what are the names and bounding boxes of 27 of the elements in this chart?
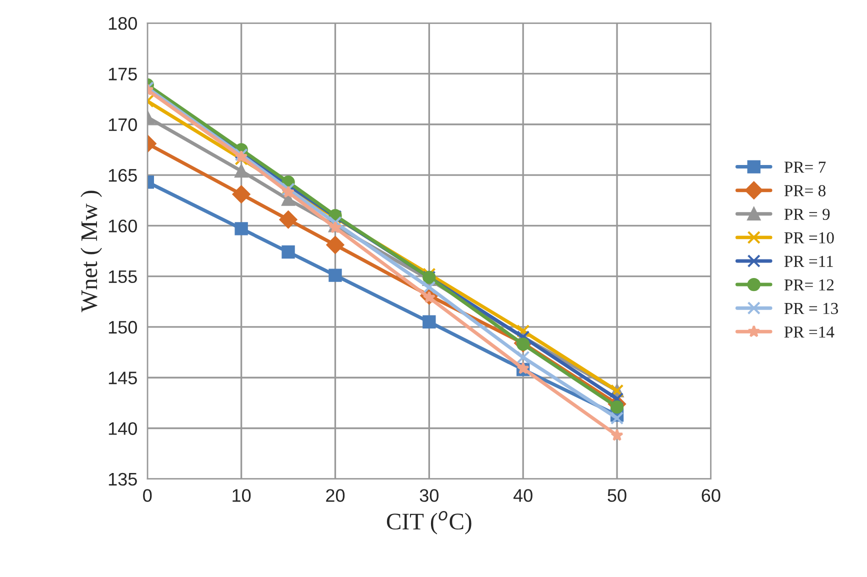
legend-label: PR= 8 bbox=[784, 185, 826, 196]
y-tick-label: 140 bbox=[108, 422, 137, 435]
y-tick-label: 170 bbox=[108, 118, 137, 132]
x-tick-label: 40 bbox=[513, 489, 532, 502]
x-tick-label: 50 bbox=[608, 489, 626, 502]
y-axis-title: Wnet ( Mw ) bbox=[80, 190, 102, 312]
legend-label: PR =14 bbox=[784, 326, 834, 338]
legend-label: PR =11 bbox=[784, 256, 833, 267]
x-axis-title: CIT ($^{o}$C) bbox=[386, 511, 472, 534]
x-tick-label: 10 bbox=[232, 489, 251, 502]
y-tick-label: 155 bbox=[108, 270, 137, 284]
y-tick-label: 160 bbox=[108, 220, 137, 232]
x-tick-label: 20 bbox=[326, 489, 345, 502]
legend-label: PR= 7 bbox=[784, 162, 826, 173]
y-tick-label: 165 bbox=[108, 168, 137, 182]
x-tick-label: 60 bbox=[702, 489, 720, 502]
legend-label: PR= 12 bbox=[784, 279, 834, 290]
x-tick-label: 30 bbox=[420, 489, 438, 502]
y-tick-label: 175 bbox=[108, 68, 137, 80]
legend-label: PR = 13 bbox=[784, 302, 838, 314]
y-tick-label: 145 bbox=[108, 372, 137, 384]
y-tick-label: 150 bbox=[108, 320, 137, 334]
y-tick-label: 135 bbox=[108, 472, 137, 486]
legend-label: PR =10 bbox=[784, 232, 834, 244]
x-tick-label: 0 bbox=[143, 489, 152, 502]
y-tick-label: 180 bbox=[108, 17, 137, 30]
legend-label: PR = 9 bbox=[784, 208, 830, 220]
